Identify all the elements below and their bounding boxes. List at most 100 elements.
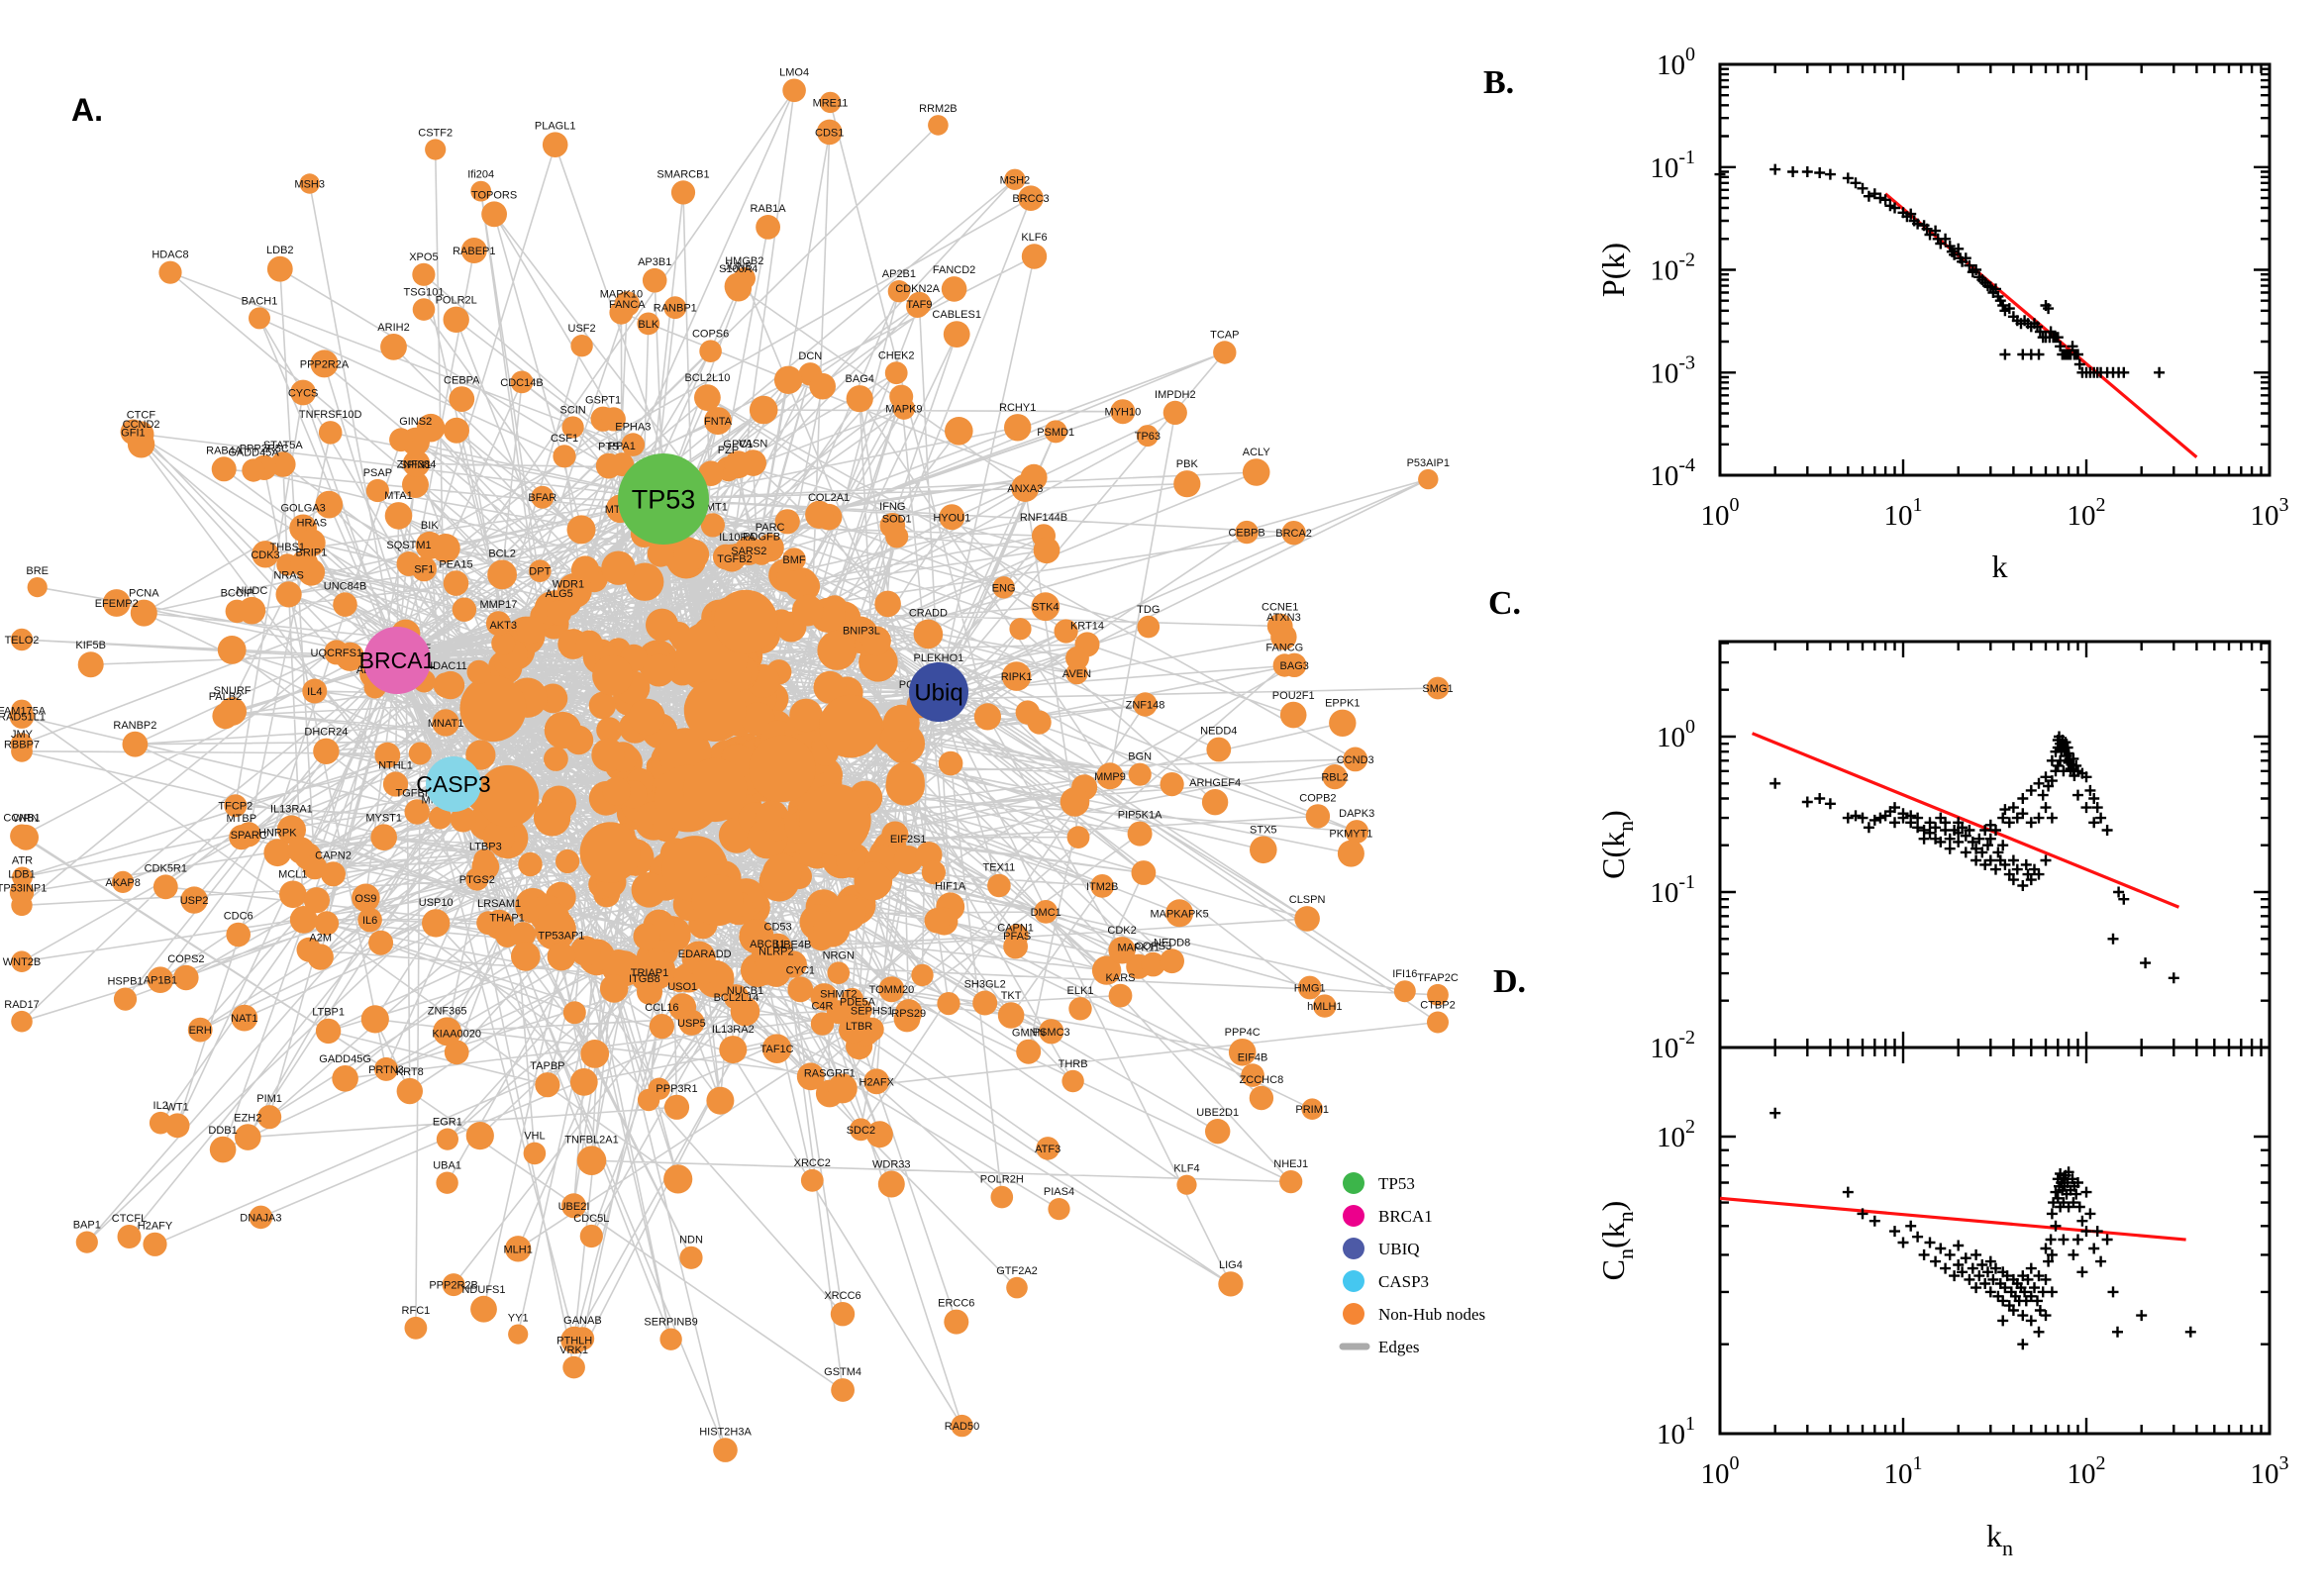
network-node: [805, 500, 834, 529]
network-node: [1137, 615, 1161, 639]
network-node-label: NRAS: [273, 569, 304, 581]
network-node: [599, 974, 629, 1003]
fit-line: [1751, 732, 2180, 909]
network-node-label: RBL2: [1321, 772, 1349, 784]
network-node: [505, 1236, 532, 1262]
legend-marker-non-hub-nodes: [1343, 1303, 1364, 1325]
network-node-label: BCL2L10: [684, 372, 730, 384]
hub-label-casp3: CASP3: [416, 771, 490, 797]
network-node: [761, 957, 791, 987]
network-node: [668, 537, 705, 573]
network-node: [713, 589, 778, 654]
network-node-label: STK4: [1032, 602, 1060, 614]
network-node: [1345, 820, 1369, 844]
network-node: [352, 883, 380, 913]
network-node: [755, 804, 782, 832]
network-node: [229, 825, 254, 850]
network-node-label: YY1: [508, 1313, 529, 1325]
network-node-label: PIAS4: [1044, 1186, 1074, 1198]
network-node: [412, 298, 436, 321]
network-node-label: SMARCB1: [656, 168, 709, 180]
legend-marker-casp3: [1343, 1270, 1364, 1292]
network-node-label: CCNE1: [1262, 602, 1298, 614]
network-node: [939, 504, 965, 531]
network-node-label: CEBPB: [1228, 528, 1264, 540]
network-node-label: BRCC3: [1012, 193, 1049, 205]
network-node: [580, 1040, 610, 1068]
network-node: [1165, 899, 1194, 928]
network-node-label: SPIN1: [400, 459, 432, 471]
network-node: [893, 1005, 921, 1033]
network-node: [147, 966, 174, 993]
network-node-label: ARHGEF4: [1189, 777, 1241, 789]
network-node: [313, 738, 340, 764]
network-node: [1031, 592, 1060, 622]
plot-frame: [1718, 640, 2272, 1049]
network-node: [122, 731, 149, 757]
network-node-label: GSPT1: [585, 395, 621, 407]
network-node: [266, 255, 293, 282]
network-node-label: RANBP1: [654, 303, 697, 315]
network-node: [588, 691, 617, 720]
network-node-label: ITM2B: [1086, 881, 1118, 893]
network-node-label: THBS1: [270, 542, 305, 553]
x-tick-label: 103: [2251, 1452, 2289, 1490]
network-node-label: NEDD4: [1200, 726, 1237, 738]
network-node: [782, 548, 806, 571]
network-node-label: TAPBP: [530, 1060, 564, 1072]
network-node: [516, 616, 545, 645]
network-node-label: SDC2: [847, 1125, 875, 1137]
network-node-label: POLR2H: [980, 1174, 1024, 1186]
network-node-label: WDR33: [872, 1159, 911, 1171]
network-node-label: HRAS: [297, 517, 328, 529]
network-node-label: GADD45G: [319, 1053, 371, 1065]
network-node-label: CDC6: [224, 911, 253, 923]
network-node-label: TDG: [1137, 604, 1160, 616]
network-node: [547, 600, 572, 626]
network-node-label: TOMM20: [869, 984, 915, 996]
network-node-label: CDK2: [1107, 925, 1136, 937]
network-node: [333, 592, 357, 617]
network-node-label: NUCB1: [727, 985, 763, 997]
network-node: [332, 1065, 358, 1092]
network-node: [591, 738, 626, 772]
network-node: [751, 543, 773, 565]
network-node-label: MCL1: [278, 868, 307, 880]
network-node: [10, 733, 34, 755]
network-node-label: WRN: [13, 813, 39, 825]
network-node-label: A2M: [309, 932, 332, 944]
network-node-label: SMG1: [1422, 683, 1453, 695]
network-node-label: PKMYT1: [1329, 829, 1372, 841]
network-node-label: SF1: [414, 564, 434, 576]
network-node: [827, 1073, 858, 1104]
network-node: [885, 525, 909, 549]
network-node: [1033, 537, 1060, 564]
x-tick-label: 100: [1701, 1452, 1740, 1490]
network-node: [1294, 906, 1320, 932]
network-node-label: UNC84B: [324, 580, 366, 592]
x-tick-label: 102: [2068, 494, 2106, 532]
network-node: [1427, 983, 1449, 1006]
hub-label-brca1: BRCA1: [359, 648, 436, 673]
network-node-label: AVEN: [1062, 668, 1091, 680]
network-node-label: PZP: [718, 445, 739, 456]
network-node: [575, 630, 603, 657]
network-node: [538, 903, 570, 935]
plot-frame: [1718, 62, 2272, 477]
network-node: [296, 937, 322, 962]
network-node: [595, 452, 622, 479]
network-node: [561, 1193, 586, 1219]
network-node-label: TSG101: [404, 286, 445, 298]
network-node: [562, 1001, 586, 1025]
network-node-label: NRGN: [823, 949, 855, 961]
x-tick-label: 100: [1701, 494, 1740, 532]
network-node-label: NTHL1: [378, 759, 413, 771]
network-node: [491, 631, 516, 655]
network-node: [776, 563, 807, 594]
network-node: [422, 909, 451, 938]
network-node: [310, 349, 339, 378]
network-node-label: FNTA: [704, 416, 733, 428]
network-node-label: LTBR: [846, 1021, 872, 1033]
network-node-label: COPS2: [167, 953, 204, 965]
network-node-label: GMNN: [1012, 1028, 1046, 1040]
